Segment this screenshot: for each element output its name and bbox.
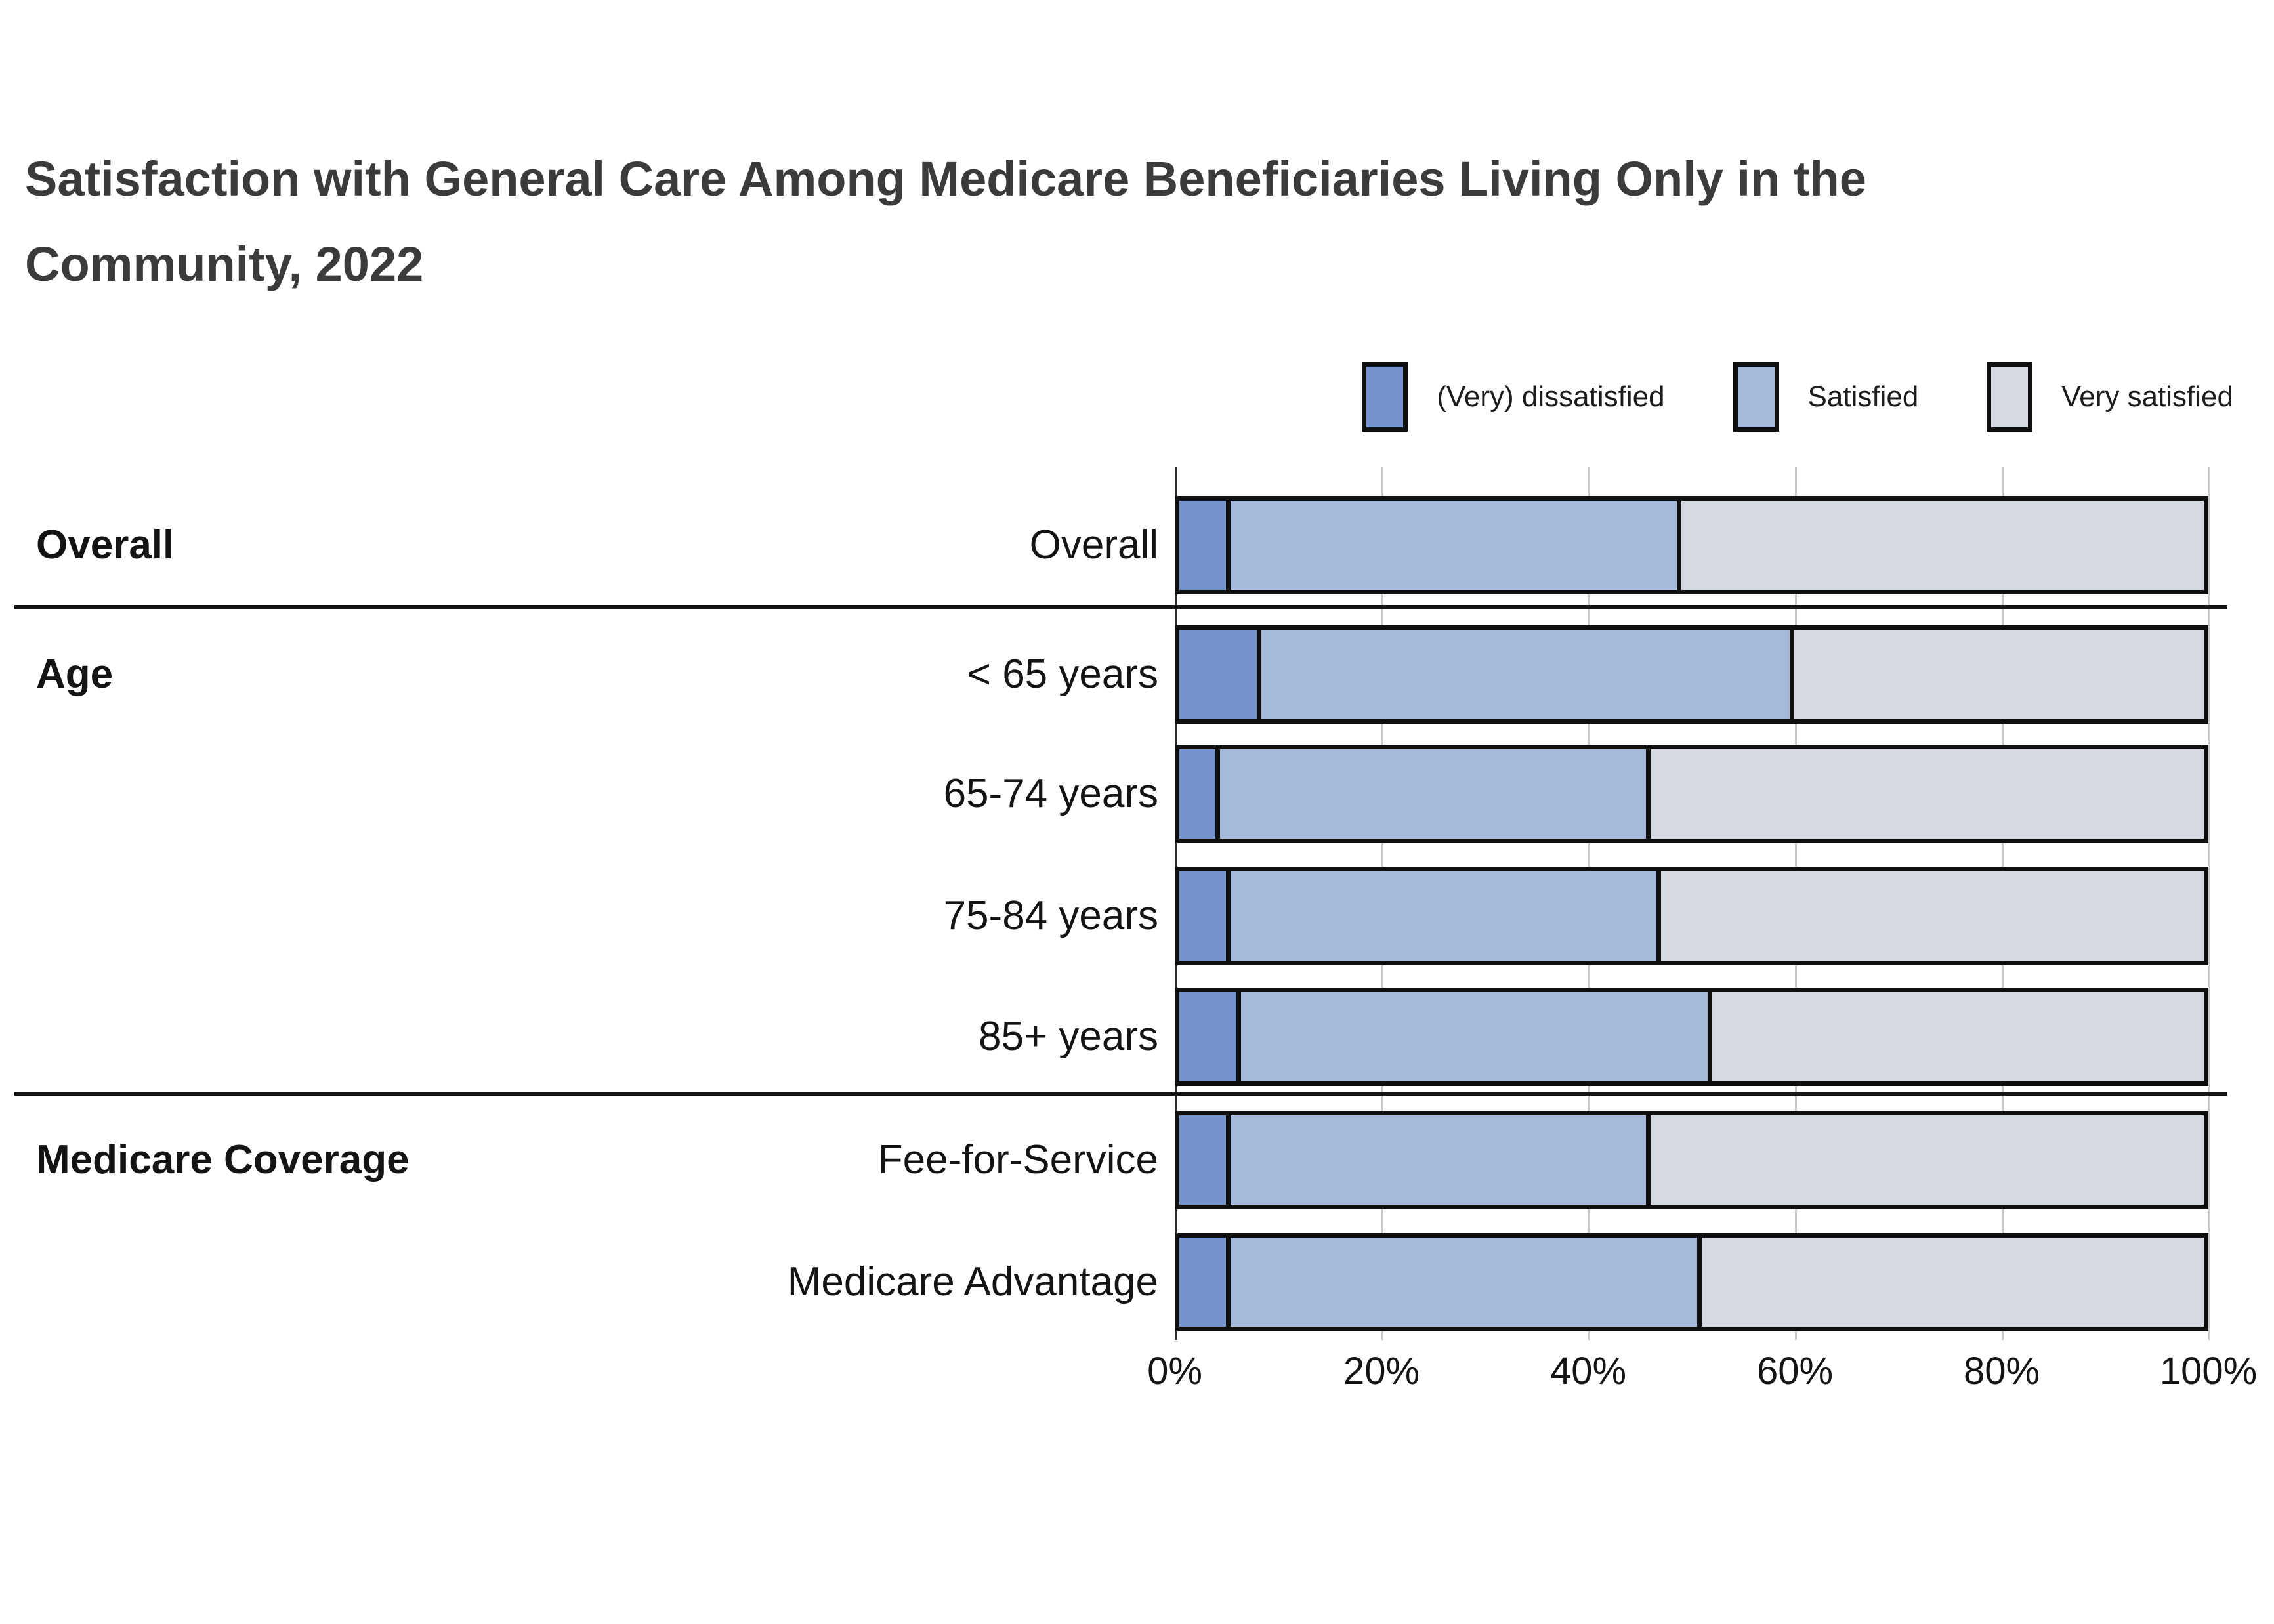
legend: (Very) dissatisfied Satisfied Very satisfi… bbox=[1362, 362, 2233, 432]
bar-row bbox=[1175, 988, 2208, 1086]
legend-label: (Very) dissatisfied bbox=[1437, 381, 1665, 413]
gridline bbox=[2208, 467, 2210, 1340]
bar-segment-satisfied bbox=[1220, 749, 1651, 839]
bar-row bbox=[1175, 867, 2208, 965]
row-label: < 65 years bbox=[967, 652, 1158, 697]
x-tick-label: 60% bbox=[1756, 1350, 1834, 1392]
legend-item: (Very) dissatisfied bbox=[1362, 362, 1665, 432]
section-divider bbox=[14, 605, 2227, 609]
section-divider bbox=[14, 1092, 2227, 1096]
x-tick-label: 0% bbox=[1147, 1350, 1202, 1392]
legend-swatch-icon bbox=[1733, 362, 1779, 432]
bar-segment-very-satisfied bbox=[1651, 749, 2204, 839]
row-label: 65-74 years bbox=[943, 771, 1158, 816]
bar-segment-very-satisfied bbox=[1702, 1238, 2204, 1327]
section-label: Medicare Coverage bbox=[36, 1137, 410, 1182]
legend-label: Very satisfied bbox=[2061, 381, 2233, 413]
bar-segment-very-satisfied bbox=[1660, 871, 2204, 961]
bar-segment-satisfied bbox=[1231, 501, 1681, 590]
legend-label: Satisfied bbox=[1807, 381, 1919, 413]
bar-row bbox=[1175, 1233, 2208, 1331]
section-label: Age bbox=[36, 652, 114, 697]
row-label: 85+ years bbox=[978, 1014, 1158, 1059]
chart-title: Satisfaction with General Care Among Med… bbox=[25, 152, 1866, 291]
bar-segment-very-dissatisfied bbox=[1179, 871, 1231, 961]
x-tick-label: 40% bbox=[1549, 1350, 1627, 1392]
bar-segment-satisfied bbox=[1261, 630, 1794, 719]
bar-segment-very-satisfied bbox=[1651, 1115, 2204, 1205]
bar-row bbox=[1175, 745, 2208, 843]
bar-segment-satisfied bbox=[1231, 871, 1661, 961]
x-tick-label: 100% bbox=[2159, 1350, 2258, 1392]
row-label: Overall bbox=[1029, 522, 1158, 568]
x-tick-label: 80% bbox=[1963, 1350, 2040, 1392]
row-label: Fee-for-Service bbox=[877, 1137, 1158, 1182]
bar-segment-satisfied bbox=[1231, 1238, 1702, 1327]
legend-item: Satisfied bbox=[1733, 362, 1919, 432]
bar-row bbox=[1175, 625, 2208, 724]
row-label: Medicare Advantage bbox=[787, 1259, 1158, 1304]
bar-segment-very-dissatisfied bbox=[1179, 992, 1241, 1081]
bar-segment-very-dissatisfied bbox=[1179, 749, 1221, 839]
bar-segment-very-satisfied bbox=[1681, 501, 2204, 590]
bar-segment-satisfied bbox=[1240, 992, 1712, 1081]
bar-segment-very-satisfied bbox=[1794, 630, 2204, 719]
bar-segment-very-dissatisfied bbox=[1179, 1238, 1231, 1327]
bar-segment-very-satisfied bbox=[1712, 992, 2204, 1081]
bar-row bbox=[1175, 496, 2208, 594]
section-label: Overall bbox=[36, 522, 175, 568]
legend-swatch-icon bbox=[1362, 362, 1408, 432]
bar-segment-very-dissatisfied bbox=[1179, 1115, 1231, 1205]
row-label: 75-84 years bbox=[943, 893, 1158, 938]
bar-segment-very-dissatisfied bbox=[1179, 630, 1261, 719]
bar-segment-very-dissatisfied bbox=[1179, 501, 1231, 590]
legend-item: Very satisfied bbox=[1987, 362, 2233, 432]
legend-swatch-icon bbox=[1987, 362, 2033, 432]
x-tick-label: 20% bbox=[1343, 1350, 1420, 1392]
bar-segment-satisfied bbox=[1231, 1115, 1651, 1205]
bar-row bbox=[1175, 1111, 2208, 1209]
